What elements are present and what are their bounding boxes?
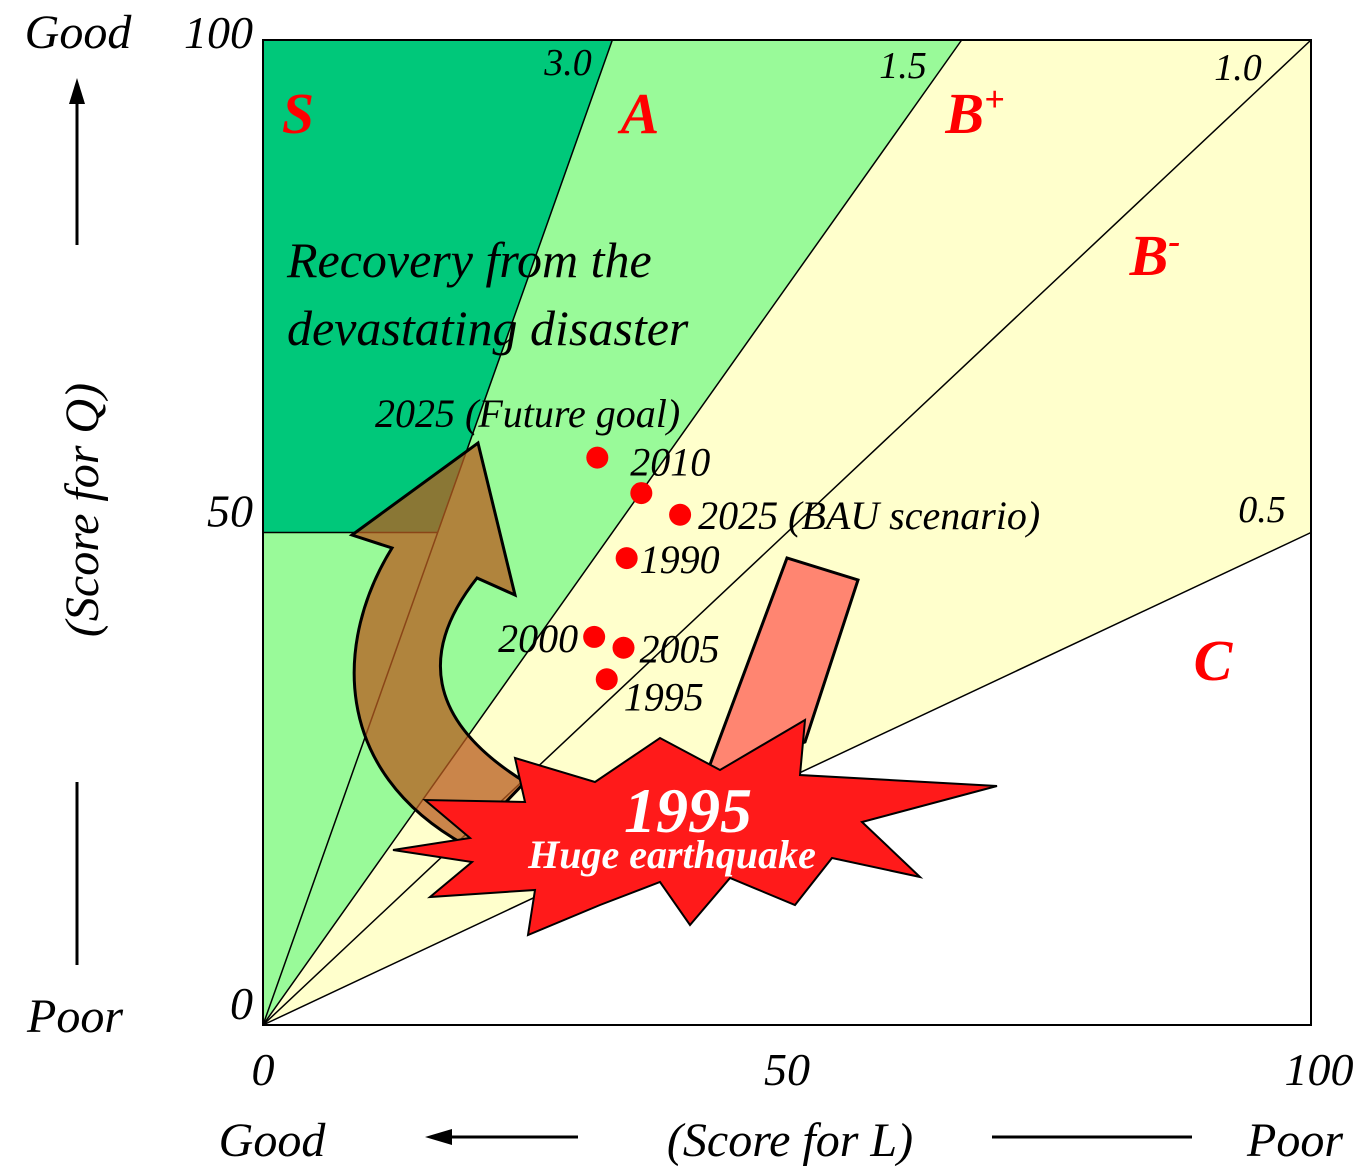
annotation: 2025 (Future goal)	[375, 391, 680, 436]
point	[612, 636, 635, 659]
x-tick-label: 0	[252, 1044, 275, 1095]
region-label: A	[618, 81, 660, 146]
x-axis-label: (Score for L)	[667, 1114, 913, 1167]
point	[615, 547, 638, 570]
y-good: Good	[25, 6, 133, 59]
slope-label: 1.0	[1214, 47, 1262, 89]
slope-label: 1.5	[879, 45, 927, 87]
region-name: C	[1194, 628, 1234, 693]
x-tick-label: 50	[764, 1044, 810, 1095]
y-poor: Poor	[26, 990, 123, 1043]
plot-frame	[262, 39, 1312, 1026]
point-label: 1995	[624, 674, 704, 719]
region-label: C	[1194, 628, 1234, 693]
slope-label: 0.5	[1238, 489, 1286, 531]
y-tick-label: 100	[184, 7, 253, 58]
arrow-head	[425, 1129, 452, 1145]
region-name: B	[1129, 223, 1169, 288]
y-tick-label: 50	[207, 486, 253, 537]
slope-line	[262, 39, 963, 1026]
point-label: 2000	[498, 616, 578, 661]
point-label: 2005	[640, 627, 720, 672]
point-label: 2010	[630, 440, 710, 485]
point-label: 1990	[640, 537, 720, 582]
region-label: B+	[944, 79, 1004, 146]
region-name: B	[944, 81, 984, 146]
slope-line	[262, 39, 1312, 1026]
point	[630, 482, 653, 505]
quake-label: Huge earthquake	[527, 832, 816, 877]
point-label: 2025 (BAU scenario)	[698, 493, 1040, 538]
earthquake-burst	[392, 718, 998, 937]
region-sup: -	[1168, 221, 1180, 261]
y-tick-label: 0	[230, 978, 253, 1029]
x-tick-label: 100	[1285, 1044, 1354, 1095]
arrow-head	[69, 78, 85, 104]
region-label: S	[282, 81, 314, 146]
point	[595, 668, 618, 691]
y-axis-label: (Score for Q)	[56, 383, 109, 637]
point	[669, 503, 692, 526]
region-name: A	[618, 81, 660, 146]
annotation: devastating disaster	[287, 300, 689, 356]
axes: 0 50 100 0 50 100	[184, 7, 1354, 1095]
quake-year: 1995	[624, 775, 752, 846]
point	[586, 446, 609, 469]
region-label: B-	[1129, 221, 1181, 288]
region-S	[263, 40, 613, 533]
x-poor: Poor	[1246, 1114, 1343, 1167]
x-good: Good	[219, 1114, 327, 1167]
point	[583, 625, 606, 648]
region-sup: +	[984, 79, 1005, 119]
slope-label: 3.0	[543, 42, 592, 84]
region-name: S	[282, 81, 314, 146]
annotation: Recovery from the	[286, 232, 652, 288]
